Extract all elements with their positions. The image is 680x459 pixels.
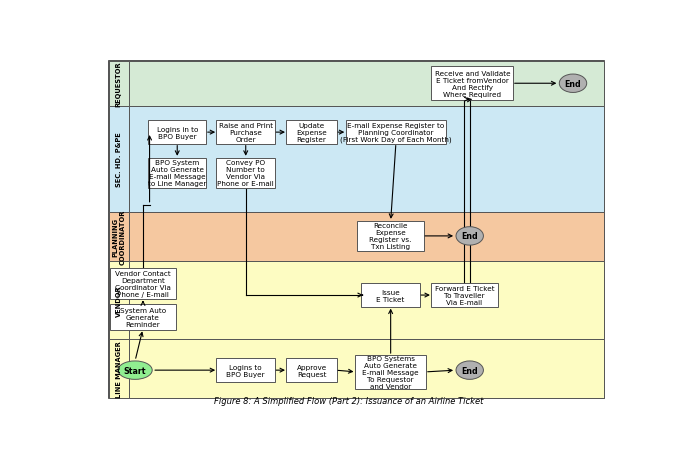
FancyBboxPatch shape xyxy=(109,340,129,398)
Text: System Auto
Generate
Reminder: System Auto Generate Reminder xyxy=(120,308,166,327)
FancyBboxPatch shape xyxy=(129,340,604,398)
Text: LINE MANAGER: LINE MANAGER xyxy=(116,341,122,397)
Text: Logins in to
BPO Buyer: Logins in to BPO Buyer xyxy=(156,126,198,140)
Text: BPO Systems
Auto Generate
E-mail Message
To Requestor
and Vendor: BPO Systems Auto Generate E-mail Message… xyxy=(362,355,419,389)
Text: Raise and Print
Purchase
Order: Raise and Print Purchase Order xyxy=(219,123,273,143)
FancyBboxPatch shape xyxy=(109,62,604,398)
Text: BPO System
Auto Generate
E-mail Message
to Line Manager: BPO System Auto Generate E-mail Message … xyxy=(148,160,207,187)
FancyBboxPatch shape xyxy=(286,358,337,382)
Text: VENDOR: VENDOR xyxy=(116,285,122,317)
FancyBboxPatch shape xyxy=(431,284,498,307)
FancyBboxPatch shape xyxy=(355,355,426,389)
FancyBboxPatch shape xyxy=(110,269,175,299)
Text: End: End xyxy=(462,232,478,241)
Text: Start: Start xyxy=(124,366,146,375)
Text: Logins to
BPO Buyer: Logins to BPO Buyer xyxy=(226,364,265,377)
FancyBboxPatch shape xyxy=(361,284,420,307)
FancyBboxPatch shape xyxy=(358,221,424,252)
Text: Convey PO
Number to
Vendor Via
Phone or E-mail: Convey PO Number to Vendor Via Phone or … xyxy=(218,160,274,187)
Text: E-mail Expense Register to
Planning Coordinator
(First Work Day of Each Month): E-mail Expense Register to Planning Coor… xyxy=(340,123,452,143)
FancyBboxPatch shape xyxy=(216,358,275,382)
Text: End: End xyxy=(462,366,478,375)
Text: Reconcile
Expense
Register vs.
Txn Listing: Reconcile Expense Register vs. Txn Listi… xyxy=(369,223,412,250)
FancyBboxPatch shape xyxy=(286,121,337,145)
FancyBboxPatch shape xyxy=(431,67,513,101)
FancyBboxPatch shape xyxy=(129,62,604,106)
Text: Update
Expense
Register: Update Expense Register xyxy=(296,123,327,143)
Text: Receive and Validate
E Ticket fromVendor
And Rectify
Where Required: Receive and Validate E Ticket fromVendor… xyxy=(435,71,510,97)
Text: Issue
E Ticket: Issue E Ticket xyxy=(377,289,405,302)
FancyBboxPatch shape xyxy=(148,121,207,145)
Text: REQUESTOR: REQUESTOR xyxy=(116,62,122,107)
FancyBboxPatch shape xyxy=(109,106,129,213)
FancyBboxPatch shape xyxy=(109,213,129,262)
FancyBboxPatch shape xyxy=(129,213,604,262)
Text: Vendor Contact
Department
Coordinator Via
Phone / E-mail: Vendor Contact Department Coordinator Vi… xyxy=(115,270,171,297)
FancyBboxPatch shape xyxy=(345,121,446,145)
Ellipse shape xyxy=(456,227,483,246)
FancyBboxPatch shape xyxy=(109,62,129,106)
FancyBboxPatch shape xyxy=(109,262,129,340)
Text: End: End xyxy=(564,79,581,89)
FancyBboxPatch shape xyxy=(110,305,175,330)
Text: PLANNING
COORDINATOR: PLANNING COORDINATOR xyxy=(112,209,125,265)
Text: Figure 8: A Simplified Flow (Part 2): Issuance of an Airline Ticket: Figure 8: A Simplified Flow (Part 2): Is… xyxy=(214,396,483,405)
Text: Forward E Ticket
To Traveller
Via E-mail: Forward E Ticket To Traveller Via E-mail xyxy=(435,285,494,305)
FancyBboxPatch shape xyxy=(216,121,275,145)
FancyBboxPatch shape xyxy=(129,106,604,213)
Text: Approve
Request: Approve Request xyxy=(296,364,326,377)
Ellipse shape xyxy=(559,75,587,93)
FancyBboxPatch shape xyxy=(216,158,275,189)
Ellipse shape xyxy=(456,361,483,380)
FancyBboxPatch shape xyxy=(148,158,207,189)
Text: SEC. HD. P&PE: SEC. HD. P&PE xyxy=(116,132,122,187)
FancyBboxPatch shape xyxy=(129,262,604,340)
Ellipse shape xyxy=(118,361,152,380)
